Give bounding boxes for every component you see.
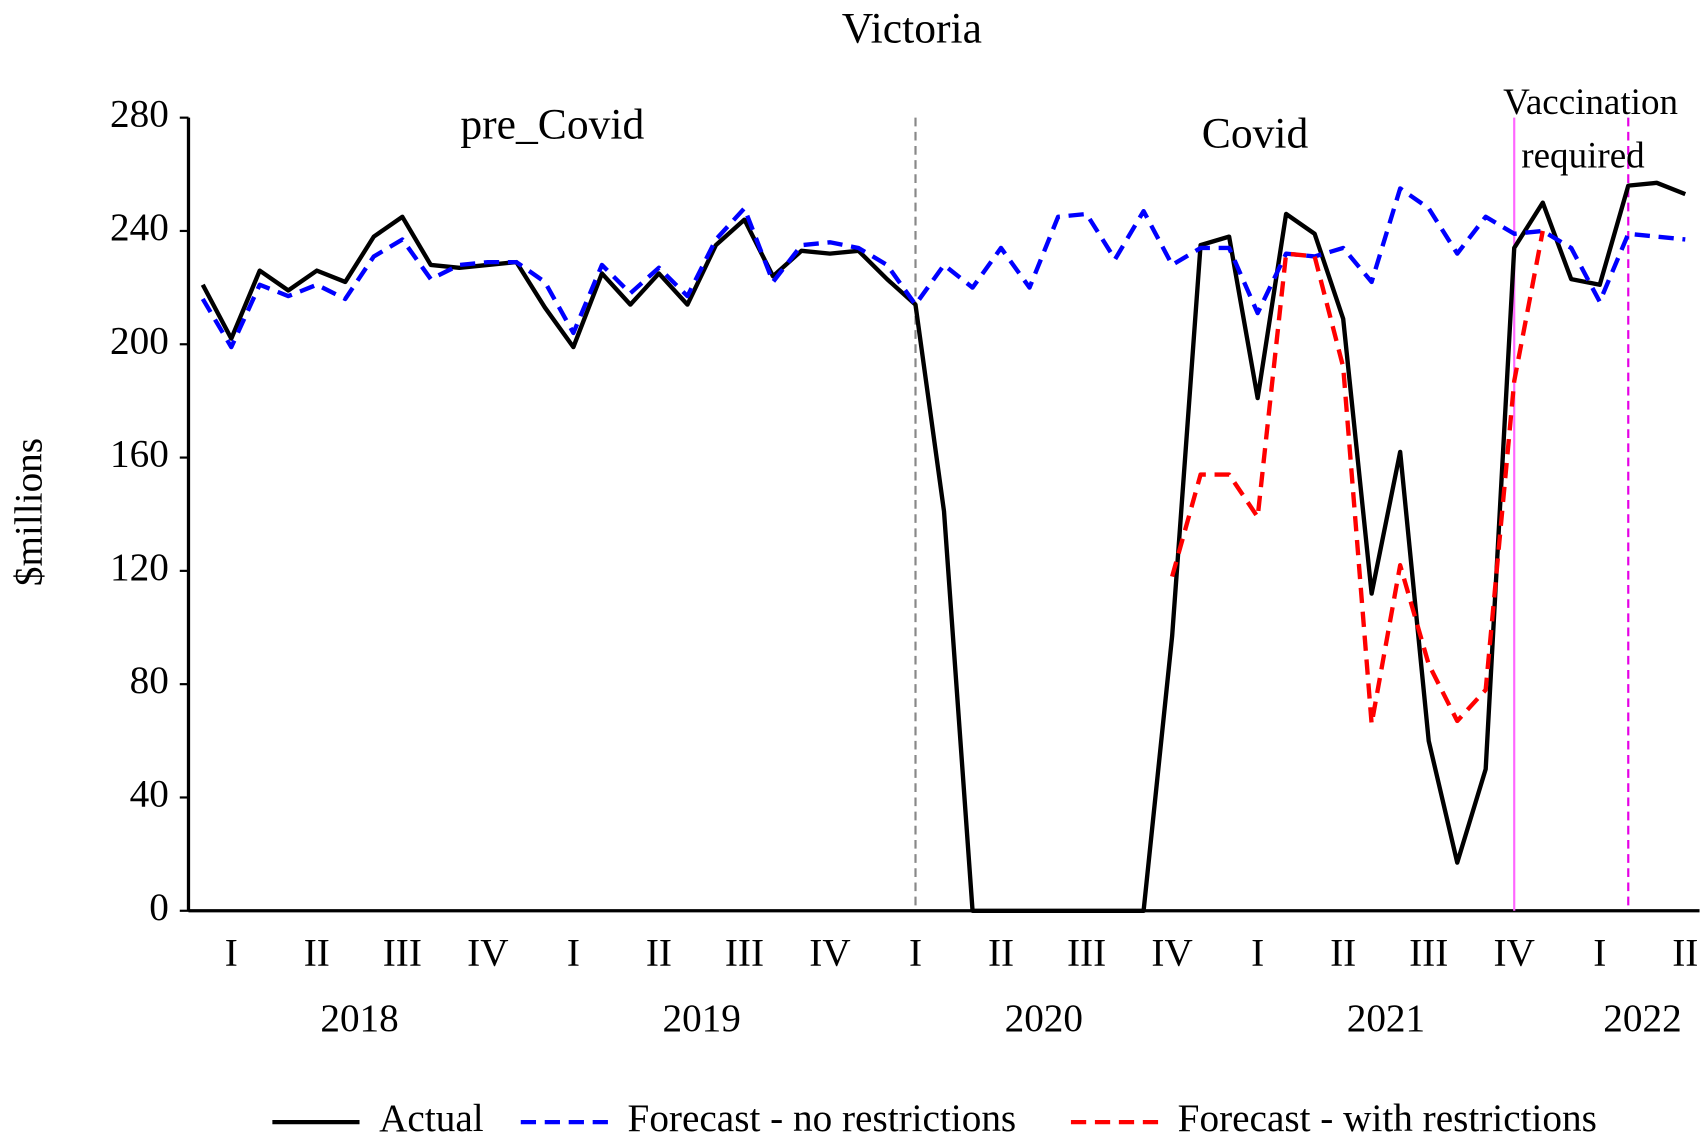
x-tick-label: II <box>304 932 330 975</box>
x-tick-label: I <box>567 932 580 975</box>
annotation: pre_Covid <box>460 101 644 149</box>
y-tick-label: 0 <box>149 886 169 929</box>
year-label: 2020 <box>1005 997 1083 1040</box>
annotation: required <box>1521 136 1645 177</box>
x-tick-label: II <box>988 932 1014 975</box>
series-line <box>200 186 1686 350</box>
y-tick-label: 40 <box>130 772 169 815</box>
y-tick-label: 120 <box>110 546 169 589</box>
x-tick-label: III <box>725 932 764 975</box>
y-tick-label: 160 <box>110 433 169 476</box>
year-label: 2018 <box>320 997 398 1040</box>
x-tick-label: II <box>1330 932 1356 975</box>
y-tick-label: 240 <box>110 206 169 249</box>
year-label: 2022 <box>1603 997 1681 1040</box>
x-tick-label: III <box>383 932 422 975</box>
x-tick-label: II <box>646 932 672 975</box>
x-tick-label: III <box>1409 932 1448 975</box>
y-tick-label: 200 <box>110 319 169 362</box>
x-tick-label: IV <box>1494 932 1535 975</box>
x-tick-label: IV <box>467 932 508 975</box>
series-line <box>1170 230 1545 727</box>
x-tick-label: I <box>909 932 922 975</box>
legend-label: Actual <box>379 1097 484 1140</box>
x-tick-label: I <box>225 932 238 975</box>
y-axis-label: $millions <box>8 438 51 586</box>
series-line <box>200 180 1687 913</box>
x-tick-label: III <box>1067 932 1106 975</box>
x-tick-label: I <box>1251 932 1264 975</box>
legend-label: Forecast - no restrictions <box>628 1097 1017 1140</box>
x-tick-label: IV <box>1151 932 1192 975</box>
year-label: 2021 <box>1347 997 1425 1040</box>
x-tick-label: II <box>1672 932 1698 975</box>
chart-title: Victoria <box>842 5 982 53</box>
annotation: Covid <box>1202 109 1309 157</box>
y-tick-label: 280 <box>110 93 169 136</box>
annotation: Vaccination <box>1503 82 1678 123</box>
x-tick-label: IV <box>809 932 850 975</box>
year-label: 2019 <box>662 997 740 1040</box>
legend-label: Forecast - with restrictions <box>1178 1097 1597 1140</box>
y-tick-label: 80 <box>130 659 169 702</box>
x-tick-label: I <box>1593 932 1606 975</box>
